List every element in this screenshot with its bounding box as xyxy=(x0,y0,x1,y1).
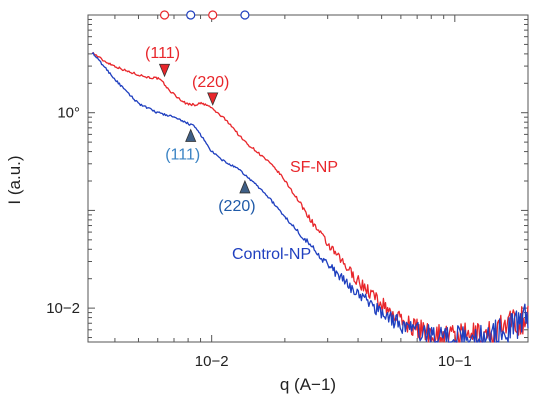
x-tick-label: 10−1 xyxy=(438,353,472,370)
plot-area xyxy=(87,10,529,343)
series-labels: SF-NP Control-NP xyxy=(232,159,338,263)
tick-labels: 10−2 10−1 10° 10−2 xyxy=(46,105,472,370)
peak-position-marker xyxy=(208,10,218,20)
marker-layer xyxy=(158,10,251,194)
series-line-sf-np xyxy=(91,51,529,343)
peak-label-control-111: (111) xyxy=(165,146,200,163)
series-layer xyxy=(91,51,529,343)
y-axis-title: I (a.u.) xyxy=(5,155,24,204)
y-tick-label: 10° xyxy=(57,105,80,122)
x-axis-title: q (A−1) xyxy=(280,375,336,394)
series-line-control-np xyxy=(91,52,529,343)
peak-annotations: (111) (220) (111) (220) xyxy=(145,45,256,215)
series-label-sf-np: SF-NP xyxy=(290,159,338,176)
peak-arrow xyxy=(207,92,219,106)
plot-frame xyxy=(87,14,529,343)
peak-position-marker xyxy=(186,10,196,20)
peak-arrow xyxy=(158,63,171,78)
peak-position-marker xyxy=(159,10,170,20)
axis-ticks xyxy=(88,15,529,342)
y-tick-label: 10−2 xyxy=(46,300,80,317)
peak-label-sf-111: (111) xyxy=(145,45,180,62)
peak-arrow xyxy=(185,128,197,142)
peak-position-marker xyxy=(240,10,250,20)
x-tick-label: 10−2 xyxy=(195,353,229,370)
peak-arrow xyxy=(239,179,251,194)
series-label-control-np: Control-NP xyxy=(232,246,311,263)
peak-label-sf-220: (220) xyxy=(192,74,229,91)
peak-label-control-220: (220) xyxy=(218,198,255,215)
